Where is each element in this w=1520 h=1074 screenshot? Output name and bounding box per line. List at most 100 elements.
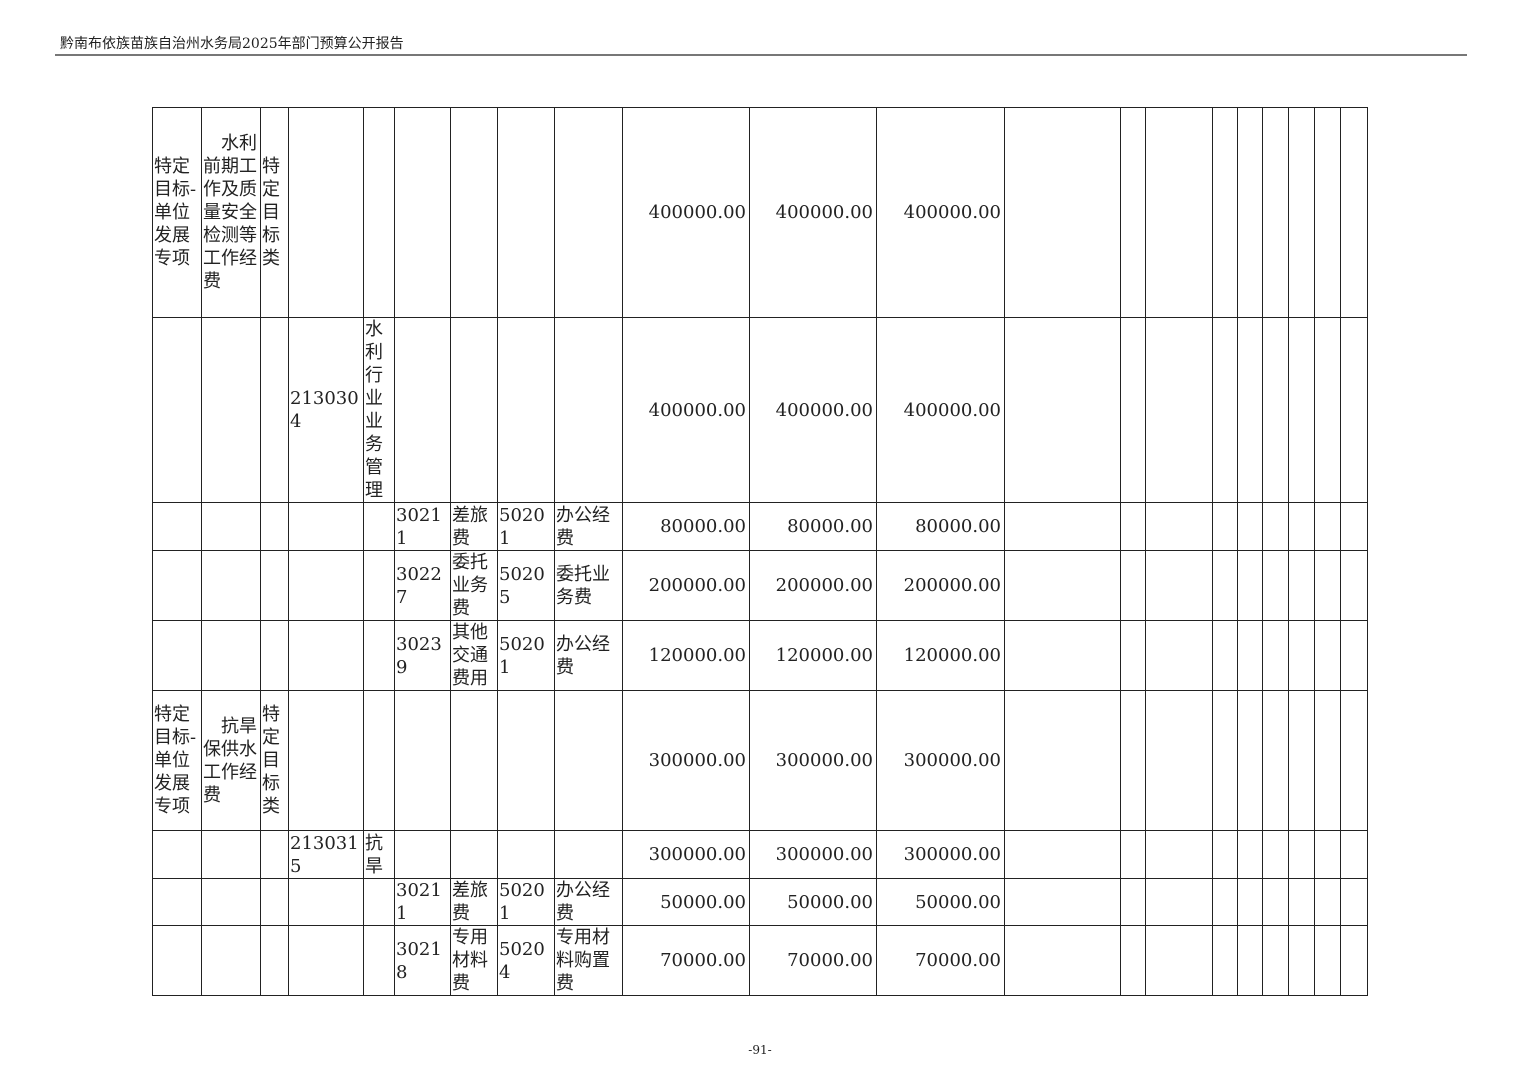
table-row: 2130315 抗旱 300000.00 300000.00 300000.00 [152, 830, 1368, 879]
table-cell [288, 690, 364, 831]
table-cell [1314, 502, 1341, 551]
table-cell: 专用材料费 [450, 925, 498, 996]
table-cell [152, 550, 202, 621]
table-cell: 30211 [394, 878, 451, 926]
table-row: 30211 差旅费 50201 办公经费 50000.00 50000.00 50000.0… [152, 878, 1368, 926]
table-cell: 400000.00 [622, 107, 750, 318]
table-cell [1004, 690, 1121, 831]
table-cell [1314, 925, 1341, 996]
table-cell [260, 550, 289, 621]
table-cell [1314, 550, 1341, 621]
table-cell: 办公经费 [554, 620, 623, 691]
table-cell [363, 550, 395, 621]
table-cell [1237, 925, 1263, 996]
table-cell: 70000.00 [622, 925, 750, 996]
table-cell: 300000.00 [876, 690, 1005, 831]
table-cell [1145, 830, 1213, 879]
table-cell: 400000.00 [749, 107, 877, 318]
table-cell [288, 502, 364, 551]
table-cell [1212, 317, 1238, 503]
table-cell [288, 107, 364, 318]
table-cell [152, 317, 202, 503]
table-cell [260, 620, 289, 691]
table-cell: 30227 [394, 550, 451, 621]
table-cell [1262, 107, 1289, 318]
table-cell [1004, 925, 1121, 996]
table-cell [1262, 502, 1289, 551]
table-cell: 30218 [394, 925, 451, 996]
table-cell [1262, 317, 1289, 503]
table-cell [1145, 317, 1213, 503]
table-cell: 抗旱保供水工作经费 [201, 690, 261, 831]
table-cell [260, 830, 289, 879]
table-cell [1288, 925, 1315, 996]
table-cell [1004, 620, 1121, 691]
table-cell [450, 317, 498, 503]
table-cell [1262, 925, 1289, 996]
table-cell [1120, 830, 1146, 879]
table-cell [1288, 550, 1315, 621]
table-cell [1262, 878, 1289, 926]
table-cell: 特定目标类 [260, 690, 289, 831]
table-cell: 80000.00 [749, 502, 877, 551]
table-cell [1340, 690, 1368, 831]
table-cell [1120, 690, 1146, 831]
table-cell: 30211 [394, 502, 451, 551]
table-cell: 50201 [497, 878, 555, 926]
table-cell: 特定目标类 [260, 107, 289, 318]
table-cell: 特定目标-单位发展专项 [152, 690, 202, 831]
table-cell [1004, 550, 1121, 621]
table-cell: 50000.00 [876, 878, 1005, 926]
table-cell [363, 690, 395, 831]
table-cell [1314, 317, 1341, 503]
table-cell: 300000.00 [876, 830, 1005, 879]
document-header-title: 黔南布依族苗族自治州水务局2025年部门预算公开报告 [60, 36, 404, 52]
table-cell: 2130315 [288, 830, 364, 879]
table-cell: 50000.00 [749, 878, 877, 926]
table-cell: 水利行业业务管理 [363, 317, 395, 503]
table-cell [1288, 878, 1315, 926]
table-row: 2130304 水利行业业务管理 400000.00 400000.00 400000.… [152, 317, 1368, 503]
table-cell [1120, 107, 1146, 318]
table-cell: 200000.00 [622, 550, 750, 621]
table-cell [1212, 690, 1238, 831]
table-cell [1288, 107, 1315, 318]
table-cell: 办公经费 [554, 878, 623, 926]
table-cell [1314, 690, 1341, 831]
table-cell [1288, 830, 1315, 879]
table-cell [1340, 502, 1368, 551]
table-cell [260, 502, 289, 551]
table-cell [497, 690, 555, 831]
table-cell [1004, 107, 1121, 318]
table-cell: 400000.00 [876, 107, 1005, 318]
table-cell: 委托业务费 [554, 550, 623, 621]
table-cell [394, 107, 451, 318]
table-cell [1004, 878, 1121, 926]
table-cell [497, 107, 555, 318]
table-cell: 400000.00 [876, 317, 1005, 503]
table-cell: 委托业务费 [450, 550, 498, 621]
table-cell [1120, 878, 1146, 926]
table-cell: 200000.00 [749, 550, 877, 621]
table-cell [1340, 925, 1368, 996]
table-cell [1237, 830, 1263, 879]
table-row: 30211 差旅费 50201 办公经费 80000.00 80000.00 80000.0… [152, 502, 1368, 551]
table-cell [1145, 878, 1213, 926]
table-cell: 120000.00 [622, 620, 750, 691]
table-cell: 300000.00 [622, 830, 750, 879]
table-cell [1288, 620, 1315, 691]
table-cell [201, 502, 261, 551]
table-cell [1340, 107, 1368, 318]
table-cell [363, 107, 395, 318]
table-cell [394, 690, 451, 831]
table-cell: 抗旱 [363, 830, 395, 879]
table-cell [1340, 317, 1368, 503]
table-cell [1004, 317, 1121, 503]
table-cell: 特定目标-单位发展专项 [152, 107, 202, 318]
table-cell: 300000.00 [622, 690, 750, 831]
header-divider [55, 54, 1467, 56]
table-row: 30239 其他交通费用 50201 办公经费 120000.00 120000.00 12… [152, 620, 1368, 691]
table-cell: 其他交通费用 [450, 620, 498, 691]
table-cell [1340, 830, 1368, 879]
table-cell [201, 550, 261, 621]
